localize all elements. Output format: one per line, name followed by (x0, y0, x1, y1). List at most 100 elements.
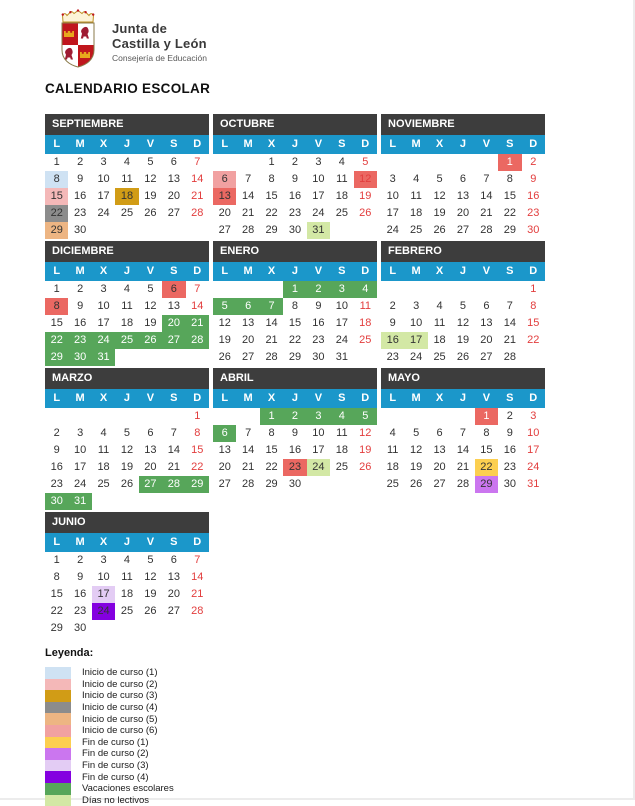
weekday-label: S (170, 265, 178, 277)
day-cell: 24 (91, 332, 116, 349)
empty-cell (330, 476, 353, 493)
empty-cell (186, 620, 209, 637)
day-cell: 25 (120, 207, 134, 219)
day-cell: 28 (242, 478, 255, 490)
day-cell: 1 (194, 410, 201, 422)
day-cell: 24 (335, 334, 348, 346)
day-cell: 13 (167, 173, 180, 185)
month-mayo: MAYO L M X J V S D 1 2 3 4 5 6 7 8 9 10 11 12 13 14 15 16 17 18 19… (381, 368, 545, 493)
day-cell: 9 (77, 173, 84, 185)
day-cell: 21 (265, 334, 278, 346)
day-cell: 10 (410, 317, 423, 329)
day-cell: 9 (77, 300, 84, 312)
week-row: 9 10 11 12 13 14 15 (45, 442, 209, 459)
day-cell: 3 (100, 156, 107, 168)
month-marzo: MARZO L M X J V S D 1 2 3 4 5 6 7 8 9 10 11 12 13 14 15 16 17 18 1… (45, 368, 209, 510)
day-cell: 24 (410, 351, 423, 363)
month-title: MAYO (381, 368, 545, 389)
legend-items: Inicio de curso (1) Inicio de curso (2) In… (45, 667, 605, 806)
day-cell: 15 (50, 317, 63, 329)
empty-cell (307, 476, 330, 493)
weekday-label: X (435, 265, 444, 277)
month-title: SEPTIEMBRE (45, 114, 209, 135)
day-cell: 10 (312, 173, 325, 185)
day-cell: 6 (162, 281, 186, 298)
day-cell: 11 (121, 300, 133, 312)
weekday-label: V (146, 536, 155, 548)
day-cell: 3 (100, 283, 107, 295)
day-cell: 18 (97, 461, 110, 473)
day-cell: 16 (381, 332, 405, 349)
legend-label: Inicio de curso (6) (82, 725, 158, 737)
day-cell: 25 (433, 351, 446, 363)
day-cell: 9 (389, 317, 396, 329)
weekday-label: D (361, 392, 370, 404)
week-row: 23 24 25 26 27 28 29 (45, 476, 209, 493)
day-cell: 29 (45, 349, 69, 366)
day-cell: 8 (291, 300, 299, 312)
day-cell: 27 (218, 478, 231, 490)
org-name-line1: Junta de (112, 21, 168, 36)
day-cell: 2 (506, 410, 513, 422)
day-cell: 30 (288, 224, 302, 236)
weekday-label: X (435, 392, 444, 404)
day-cell: 29 (503, 224, 516, 236)
weekday-label: V (146, 392, 155, 404)
org-subtitle: Consejería de Educación (112, 53, 207, 63)
day-cell: 22 (191, 461, 204, 473)
day-cell: 1 (53, 156, 60, 168)
day-cell: 12 (144, 571, 157, 583)
day-cell: 21 (456, 461, 470, 473)
day-cell: 16 (527, 190, 540, 202)
day-cell: 8 (45, 171, 69, 188)
day-cell: 5 (413, 427, 420, 439)
weekday-label: M (75, 392, 85, 404)
weekday-label: S (338, 392, 346, 404)
day-cell: 24 (312, 207, 325, 219)
shield-icon (62, 23, 94, 67)
weekday-label: M (243, 265, 253, 277)
weekday-label: L (53, 138, 61, 150)
day-cell: 20 (480, 334, 493, 346)
day-cell: 3 (330, 281, 354, 298)
day-cell: 2 (77, 156, 84, 168)
day-cell: 29 (50, 622, 63, 634)
day-cell: 16 (50, 461, 63, 473)
day-cell: 24 (386, 224, 399, 236)
legend-label: Fin de curso (2) (82, 748, 149, 760)
day-cell: 5 (147, 156, 154, 168)
legend-swatch (45, 713, 71, 725)
day-cell: 2 (283, 408, 307, 425)
day-cell: 11 (121, 173, 133, 185)
day-cell: 25 (120, 605, 134, 617)
day-cell: 20 (456, 207, 470, 219)
week-row: 6 7 8 9 10 11 12 (213, 171, 377, 188)
day-cell: 7 (194, 156, 201, 168)
weekday-label: S (170, 138, 178, 150)
day-cell: 2 (291, 156, 299, 168)
empty-cell (475, 281, 498, 298)
day-cell: 12 (456, 317, 470, 329)
week-row: 10 11 12 13 14 15 16 (381, 188, 545, 205)
month-enero: ENERO L M X J V S D 1 2 3 4 5 6 7 8 9 10 11 12 13 14 15 16 17 18 1… (213, 241, 377, 366)
day-cell: 9 (77, 571, 84, 583)
day-cell: 1 (259, 408, 284, 425)
weekday-label: D (193, 392, 202, 404)
day-cell: 15 (45, 188, 69, 205)
day-cell: 18 (433, 334, 446, 346)
weekday-label: J (291, 392, 299, 404)
empty-cell (451, 281, 474, 298)
day-cell: 16 (503, 444, 516, 456)
empty-cell (213, 408, 236, 425)
day-cell: 27 (167, 605, 180, 617)
legend-title: Leyenda: (45, 647, 94, 659)
day-cell: 17 (312, 444, 325, 456)
month-title: ABRIL (213, 368, 377, 389)
legend-swatch (45, 701, 71, 714)
legend-item: Fin de curso (1) (45, 736, 605, 749)
day-cell: 25 (359, 334, 372, 346)
legend-swatch (45, 771, 71, 783)
empty-cell (162, 222, 185, 239)
